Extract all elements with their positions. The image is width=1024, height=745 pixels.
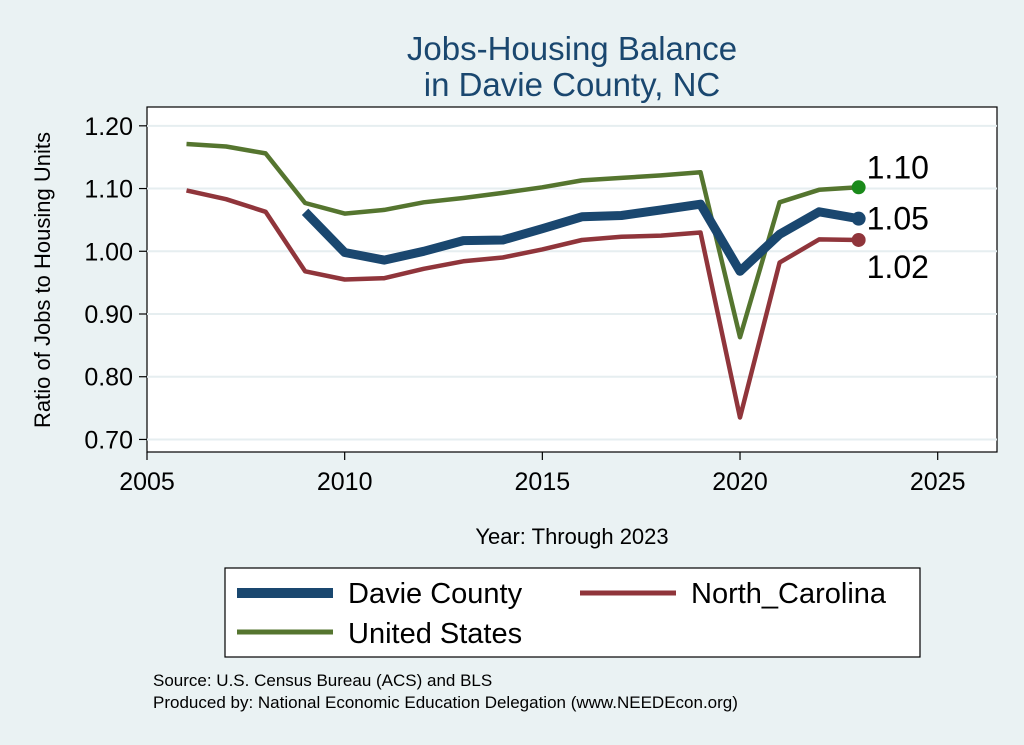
chart-title-line-1: Jobs-Housing Balance <box>407 30 737 67</box>
x-axis-label: Year: Through 2023 <box>475 524 668 549</box>
legend-label-united-states: United States <box>348 618 522 650</box>
y-axis-label: Ratio of Jobs to Housing Units <box>30 132 55 428</box>
end-label-davie-county: 1.05 <box>867 201 929 237</box>
y-tick-label-0: 0.70 <box>84 426 133 454</box>
series-lines <box>186 141 860 420</box>
end-label-united-states: 1.10 <box>867 149 929 185</box>
chart-title-line-2: in Davie County, NC <box>424 66 721 103</box>
x-tick-label-1: 2010 <box>317 468 373 496</box>
x-tick-label-0: 2005 <box>119 468 175 496</box>
x-tick-label-3: 2020 <box>712 468 768 496</box>
y-tick-label-3: 1.00 <box>84 238 133 266</box>
end-marker-united-states <box>851 180 866 195</box>
legend-box <box>224 567 921 658</box>
y-tick-label-4: 1.10 <box>84 176 133 204</box>
producer-note: Produced by: National Economic Education… <box>153 693 738 712</box>
gridlines <box>147 124 997 441</box>
y-tick-label-5: 1.20 <box>84 113 133 141</box>
end-label-north-carolina: 1.02 <box>867 249 929 285</box>
y-tick-label-2: 0.90 <box>84 301 133 329</box>
legend-label-davie-county: Davie County <box>348 578 523 610</box>
series-line-davie-county <box>301 199 860 276</box>
end-markers: 1.10 1.02 1.05 <box>851 149 929 285</box>
end-marker-north-carolina <box>851 232 866 247</box>
x-tick-label-4: 2025 <box>910 468 966 496</box>
source-note: Source: U.S. Census Bureau (ACS) and BLS <box>153 671 492 690</box>
x-tick-label-2: 2015 <box>515 468 571 496</box>
series-line-united-states <box>186 141 859 340</box>
plot-area <box>146 106 998 453</box>
series-line-north-carolina <box>186 188 859 420</box>
y-axis: 0.70 0.80 0.90 1.00 1.10 1.20 <box>84 113 147 454</box>
x-axis: 2005 2010 2015 2020 2025 <box>119 452 966 496</box>
legend: Davie County North_Carolina United State… <box>224 567 921 658</box>
y-tick-label-1: 0.80 <box>84 364 133 392</box>
end-marker-davie-county <box>851 211 866 226</box>
legend-label-north-carolina: North_Carolina <box>691 578 887 610</box>
